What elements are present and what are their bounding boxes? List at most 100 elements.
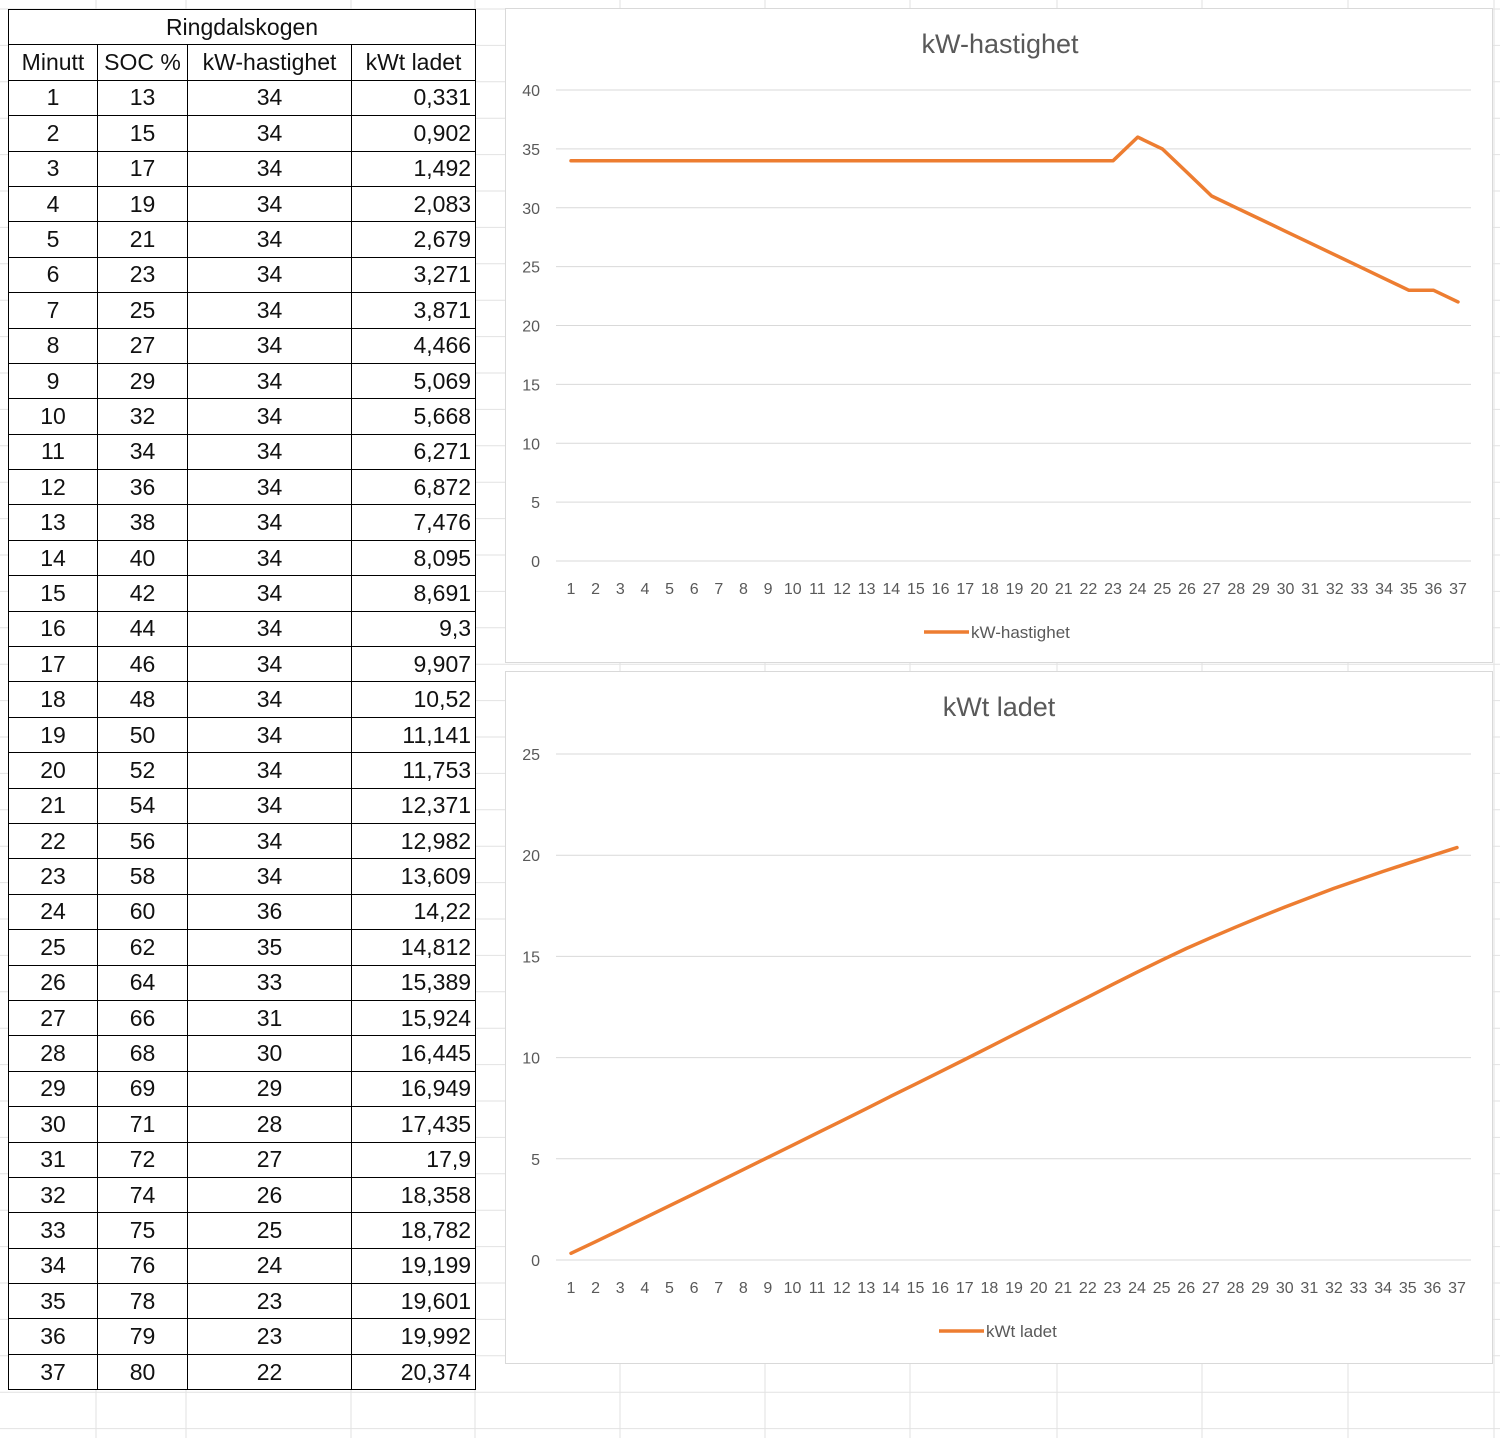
table-title: Ringdalskogen	[7, 8, 477, 46]
table-cell: 26	[187, 1176, 352, 1214]
table-cell: 34	[187, 575, 352, 612]
table-row: 3 17 34 1,492	[8, 150, 477, 187]
table-cell: 74	[97, 1176, 188, 1214]
table-cell: 33	[187, 964, 352, 1001]
x-tick-label: 7	[714, 1280, 723, 1297]
table-cell: 22	[8, 822, 98, 860]
x-tick-label: 6	[690, 581, 699, 598]
x-tick-label: 25	[1153, 1280, 1171, 1297]
table-cell: 21	[8, 787, 98, 824]
table-cell: 8,691	[350, 575, 477, 612]
table-cell: 34	[97, 433, 188, 471]
table-cell: 34	[187, 362, 352, 400]
table-cell: 22	[187, 1353, 352, 1391]
x-tick-label: 15	[907, 581, 925, 598]
table-cell: 38	[97, 504, 188, 541]
x-tick-label: 14	[882, 581, 900, 598]
table-row: 36 79 23 19,992	[8, 1318, 477, 1355]
table-cell: 11	[8, 433, 98, 471]
table-cell: 33	[8, 1212, 98, 1249]
x-tick-label: 3	[616, 1280, 625, 1297]
y-tick-label: 0	[531, 554, 540, 571]
table-cell: 12	[8, 469, 98, 506]
x-tick-label: 13	[858, 581, 876, 598]
table-cell: 4,466	[350, 327, 477, 364]
table-row: 14 40 34 8,095	[8, 539, 477, 577]
table-cell: 56	[97, 822, 188, 860]
header-kwt-ladet: kWt ladet	[350, 44, 477, 81]
table-cell: 21	[97, 221, 188, 258]
table-cell: 25	[187, 1212, 352, 1249]
table-cell: 0,331	[350, 79, 477, 117]
x-tick-label: 17	[956, 1280, 974, 1297]
table-cell: 9,907	[350, 646, 477, 683]
table-row: 33 75 25 18,782	[8, 1212, 477, 1249]
table-cell: 17	[8, 646, 98, 683]
table-cell: 34	[187, 398, 352, 435]
chart-title: kWt ladet	[943, 692, 1056, 722]
table-row: 2 15 34 0,902	[8, 115, 477, 152]
table-cell: 79	[97, 1318, 188, 1355]
table-cell: 28	[187, 1106, 352, 1143]
x-tick-label: 31	[1300, 1280, 1318, 1297]
x-tick-label: 27	[1203, 581, 1221, 598]
table-row: 18 48 34 10,52	[8, 681, 477, 718]
table-cell: 4	[8, 185, 98, 223]
legend-label: kWt ladet	[986, 1322, 1057, 1341]
x-tick-label: 3	[616, 581, 625, 598]
table-cell: 24	[187, 1247, 352, 1285]
x-tick-label: 33	[1350, 1280, 1368, 1297]
table-cell: 30	[8, 1106, 98, 1143]
series-line	[569, 135, 1460, 304]
table-row: 28 68 30 16,445	[8, 1035, 477, 1072]
table-cell: 14	[8, 539, 98, 577]
y-tick-label: 5	[531, 1152, 540, 1169]
table-cell: 9	[8, 362, 98, 400]
x-tick-label: 12	[833, 1280, 851, 1297]
table-cell: 52	[97, 752, 188, 789]
x-tick-label: 10	[784, 1280, 802, 1297]
x-tick-label: 32	[1326, 581, 1344, 598]
x-tick-label: 5	[665, 1280, 674, 1297]
x-tick-label: 11	[809, 1280, 826, 1297]
table-cell: 7,476	[350, 504, 477, 541]
table-cell: 62	[97, 929, 188, 966]
x-tick-label: 24	[1129, 581, 1147, 598]
table-cell: 6,872	[350, 469, 477, 506]
table-cell: 5,668	[350, 398, 477, 435]
table-cell: 40	[97, 539, 188, 577]
x-tick-label: 4	[640, 581, 649, 598]
x-tick-label: 23	[1104, 1280, 1122, 1297]
table-cell: 34	[187, 716, 352, 754]
x-tick-label: 22	[1080, 581, 1098, 598]
table-row: 37 80 22 20,374	[8, 1353, 477, 1391]
y-tick-label: 5	[531, 495, 540, 512]
table-row: 9 29 34 5,069	[8, 362, 477, 400]
x-tick-label: 14	[882, 1280, 900, 1297]
table-row: 10 32 34 5,668	[8, 398, 477, 435]
table-cell: 36	[8, 1318, 98, 1355]
chart-kwt-ladet[interactable]: kWt ladet 0 5 10 15 20 25 1 2 3 4 5 6 7 8 9 10 11 12 13 14 15…	[505, 671, 1493, 1364]
table-cell: 29	[187, 1070, 352, 1108]
x-tick-label: 26	[1177, 1280, 1195, 1297]
x-tick-label: 25	[1153, 581, 1171, 598]
x-tick-label: 1	[567, 581, 576, 598]
chart-kw-hastighet[interactable]: kW-hastighet 0 5 10 15 20 25 30 35 40 1 2 3 4 5 6 7 8 9 10 1…	[505, 8, 1493, 663]
table-cell: 34	[187, 752, 352, 789]
table-cell: 46	[97, 646, 188, 683]
table-cell: 20,374	[350, 1353, 477, 1391]
table-cell: 27	[97, 327, 188, 364]
table-cell: 50	[97, 716, 188, 754]
table-cell: 36	[97, 469, 188, 506]
table-cell: 72	[97, 1141, 188, 1178]
table-cell: 12,371	[350, 787, 477, 824]
table-row: 31 72 27 17,9	[8, 1141, 477, 1178]
table-cell: 34	[187, 469, 352, 506]
table-row: 25 62 35 14,812	[8, 929, 477, 966]
table-title-row: Ringdalskogen	[7, 8, 477, 46]
x-tick-label: 2	[591, 1280, 600, 1297]
table-cell: 34	[187, 115, 352, 152]
table-cell: 2,679	[350, 221, 477, 258]
table-cell: 31	[187, 999, 352, 1037]
